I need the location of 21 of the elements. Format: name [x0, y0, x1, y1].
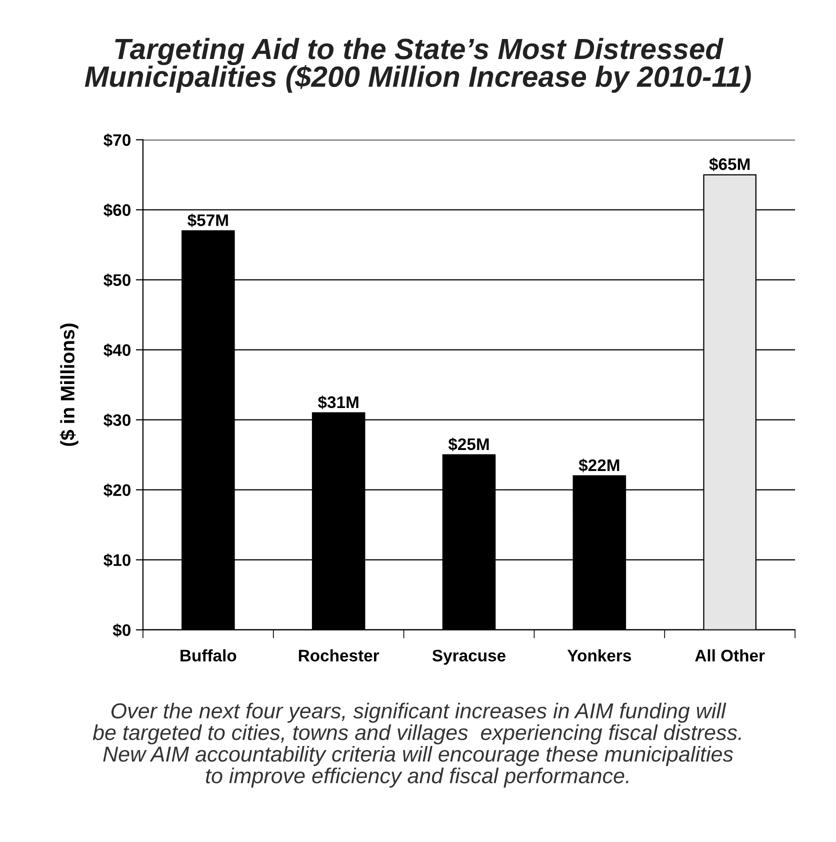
- x-tick-label: Syracuse: [432, 650, 506, 665]
- data-label: $31M: [318, 396, 358, 410]
- data-label: $22M: [578, 458, 620, 472]
- data-label: $57M: [188, 214, 228, 228]
- y-tick-label: $50: [104, 273, 130, 288]
- x-tick-label: Buffalo: [180, 649, 236, 662]
- y-tick-label: $10: [104, 553, 130, 568]
- data-label: $65M: [709, 158, 750, 172]
- x-tick-label: Rochester: [298, 649, 380, 662]
- data-label: $25M: [448, 438, 489, 452]
- text: Over the next four years, significant increases in AIM funding will be targeted to cities, towns and villages experiencing fiscal distress. New AIM accountability criteria will encourage these municipalities to improve efficiency and fiscal performance.: [92, 702, 741, 788]
- y-tick-label: $0: [112, 623, 130, 638]
- y-axis-title: ($ in Millions): [60, 324, 78, 446]
- y-tick-label: $40: [104, 343, 130, 358]
- x-tick-label: Yonkers: [567, 649, 631, 662]
- y-tick-label: $30: [104, 413, 130, 428]
- y-tick-label: $60: [104, 203, 130, 218]
- y-tick-label: $70: [104, 133, 130, 148]
- y-tick-label: $20: [104, 483, 130, 498]
- chart-title: Targeting Aid to the State’s Most Distressed Municipalities ($200 Million Increase by 2010-11): [84, 38, 751, 93]
- x-tick-label: All Other: [695, 649, 765, 662]
